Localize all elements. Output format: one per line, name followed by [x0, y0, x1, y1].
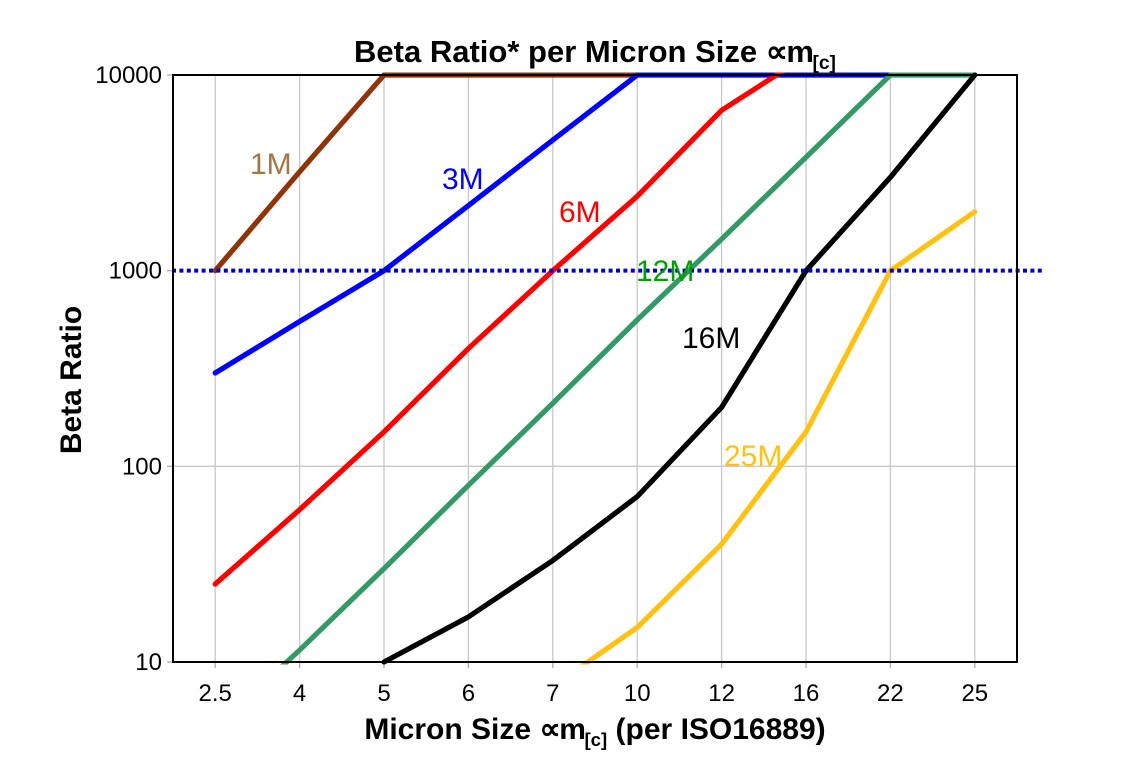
proportional-symbol: ∝m: [765, 34, 814, 69]
proportional-symbol: ∝m: [539, 713, 586, 746]
y-tick-label-1000: 1000: [109, 258, 162, 285]
series-label-16M: 16M: [682, 322, 740, 355]
x-tick-label-6: 6: [462, 680, 475, 707]
x-tick-label-25: 25: [961, 680, 988, 707]
y-tick-label-10: 10: [135, 649, 162, 676]
plot-frame: [172, 74, 1018, 663]
x-tick-label-12: 12: [708, 680, 735, 707]
x-axis-title-subscript: [c]: [584, 729, 608, 750]
series-label-1M: 1M: [250, 148, 292, 181]
x-axis-title-text: Micron Size: [364, 713, 540, 746]
y-tick-label-10000: 10000: [95, 62, 162, 89]
series-line-6M: [212, 72, 786, 587]
series-line-25M: [579, 209, 978, 665]
series-label-25M: 25M: [724, 440, 782, 473]
series-label-6M: 6M: [559, 196, 601, 229]
series-lines: [212, 72, 978, 665]
x-tick-label-7: 7: [546, 680, 559, 707]
x-tick-label-4: 4: [293, 680, 306, 707]
chart-title-text: Beta Ratio* per Micron Size: [354, 34, 766, 69]
x-tick-label-22: 22: [877, 680, 904, 707]
x-axis-title-suffix: (per ISO16889): [607, 713, 826, 746]
y-tick-label-100: 100: [122, 453, 162, 480]
chart-title: Beta Ratio* per Micron Size ∝m[c]: [173, 34, 1017, 75]
y-axis-title: Beta Ratio: [55, 305, 88, 455]
chart-title-subscript: [c]: [812, 53, 836, 75]
x-tick-label-10: 10: [624, 680, 651, 707]
series-line-16M: [381, 72, 978, 665]
series-label-3M: 3M: [442, 163, 484, 196]
x-tick-label-2.5: 2.5: [199, 680, 232, 707]
series-label-12M: 12M: [636, 255, 694, 288]
x-tick-label-16: 16: [793, 680, 820, 707]
series-line-12M: [280, 72, 978, 665]
x-axis-title: Micron Size ∝m[c] (per ISO16889): [173, 712, 1017, 751]
x-tick-label-5: 5: [377, 680, 390, 707]
